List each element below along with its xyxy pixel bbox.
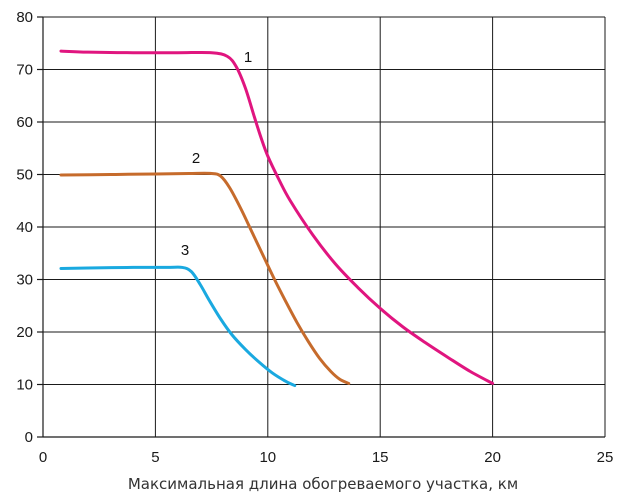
gridlines: [43, 16, 606, 437]
x-tick-label: 5: [151, 449, 159, 466]
y-tick-label: 10: [16, 377, 33, 394]
y-tick-labels: 0 10 20 30 40 50 60 70 80: [16, 9, 33, 446]
series-line-3: [59, 265, 297, 388]
x-tick-label: 25: [597, 449, 614, 466]
series-labels: 1 2 3: [181, 49, 252, 259]
series-label-3: 3: [181, 242, 189, 259]
y-tick-label: 0: [25, 429, 33, 446]
x-tick-label: 10: [259, 449, 276, 466]
series-label-1: 1: [244, 49, 252, 66]
y-tick-label: 40: [16, 219, 33, 236]
y-tick-label: 80: [16, 9, 33, 26]
series-group: [59, 49, 495, 388]
y-tick-label: 50: [16, 167, 33, 184]
series-line-1: [59, 49, 495, 385]
axes: [37, 16, 605, 438]
y-tick-label: 20: [16, 324, 33, 341]
x-tick-labels: 0 5 10 15 20 25: [39, 449, 614, 466]
y-tick-label: 60: [16, 114, 33, 131]
x-tick-label: 15: [372, 449, 389, 466]
series-label-2: 2: [192, 150, 200, 167]
x-tick-label: 0: [39, 449, 47, 466]
x-tick-label: 20: [484, 449, 501, 466]
y-tick-label: 30: [16, 272, 33, 289]
x-axis-title: Максимальная длина обогреваемого участка…: [128, 475, 518, 493]
series-line-2: [59, 171, 351, 385]
y-tick-label: 70: [16, 62, 33, 79]
